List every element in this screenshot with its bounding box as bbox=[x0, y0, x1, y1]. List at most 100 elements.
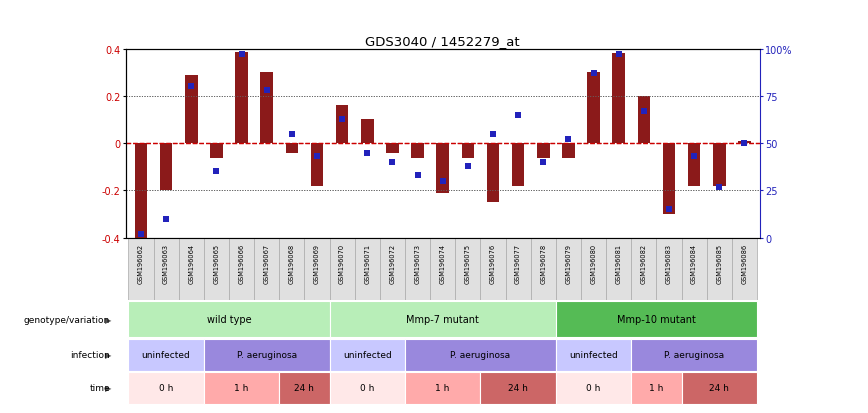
Text: GSM196062: GSM196062 bbox=[138, 243, 144, 283]
Bar bbox=[254, 238, 279, 301]
Text: 1 h: 1 h bbox=[234, 384, 249, 392]
Bar bbox=[537, 144, 549, 159]
Bar bbox=[305, 238, 330, 301]
Bar bbox=[361, 120, 373, 144]
Bar bbox=[631, 372, 681, 404]
Text: GSM196069: GSM196069 bbox=[314, 243, 320, 283]
Text: P. aeruginosa: P. aeruginosa bbox=[450, 350, 510, 359]
Bar bbox=[638, 97, 650, 144]
Bar bbox=[405, 238, 431, 301]
Text: GSM196086: GSM196086 bbox=[741, 243, 747, 283]
Bar bbox=[556, 238, 581, 301]
Text: P. aeruginosa: P. aeruginosa bbox=[664, 350, 724, 359]
Text: 0 h: 0 h bbox=[360, 384, 374, 392]
Bar bbox=[505, 238, 530, 301]
Text: 0 h: 0 h bbox=[587, 384, 601, 392]
Bar bbox=[631, 238, 656, 301]
Bar bbox=[235, 53, 247, 144]
Bar bbox=[713, 144, 726, 186]
Bar bbox=[512, 144, 524, 186]
Bar bbox=[279, 372, 330, 404]
Bar bbox=[330, 301, 556, 337]
Text: ▶: ▶ bbox=[105, 384, 112, 392]
Bar bbox=[480, 372, 556, 404]
Bar bbox=[179, 238, 204, 301]
Text: 24 h: 24 h bbox=[709, 384, 729, 392]
Text: 24 h: 24 h bbox=[294, 384, 314, 392]
Text: uninfected: uninfected bbox=[569, 350, 618, 359]
Bar bbox=[556, 339, 631, 371]
Text: GSM196067: GSM196067 bbox=[264, 243, 270, 283]
Text: GSM196081: GSM196081 bbox=[615, 243, 621, 283]
Bar bbox=[707, 238, 732, 301]
Bar bbox=[588, 73, 600, 144]
Bar bbox=[279, 238, 305, 301]
Bar bbox=[656, 238, 681, 301]
Text: GSM196063: GSM196063 bbox=[163, 243, 169, 283]
Text: GSM196077: GSM196077 bbox=[515, 243, 521, 283]
Text: infection: infection bbox=[70, 350, 110, 359]
Text: GSM196084: GSM196084 bbox=[691, 243, 697, 283]
Bar bbox=[386, 144, 398, 153]
Bar bbox=[380, 238, 405, 301]
Bar bbox=[681, 238, 707, 301]
Text: ▶: ▶ bbox=[105, 315, 112, 324]
Bar bbox=[336, 106, 348, 144]
Bar bbox=[556, 301, 757, 337]
Bar bbox=[128, 372, 204, 404]
Text: GSM196065: GSM196065 bbox=[214, 243, 220, 283]
Text: GSM196079: GSM196079 bbox=[565, 243, 571, 283]
Bar bbox=[662, 144, 675, 214]
Bar bbox=[431, 238, 455, 301]
Bar bbox=[738, 141, 751, 144]
Text: 24 h: 24 h bbox=[508, 384, 528, 392]
Bar bbox=[185, 76, 198, 144]
Bar bbox=[631, 339, 757, 371]
Bar bbox=[480, 238, 505, 301]
Bar bbox=[405, 339, 556, 371]
Text: GSM196070: GSM196070 bbox=[339, 243, 345, 283]
Text: 1 h: 1 h bbox=[436, 384, 450, 392]
Text: genotype/variation: genotype/variation bbox=[23, 315, 110, 324]
Text: GSM196066: GSM196066 bbox=[239, 243, 245, 283]
Bar bbox=[128, 339, 204, 371]
Text: GSM196075: GSM196075 bbox=[465, 243, 470, 283]
Bar bbox=[160, 144, 173, 191]
Bar bbox=[128, 301, 330, 337]
Bar bbox=[286, 144, 298, 153]
Bar bbox=[455, 238, 480, 301]
Bar bbox=[311, 144, 323, 186]
Bar bbox=[210, 144, 223, 159]
Bar bbox=[229, 238, 254, 301]
Bar bbox=[204, 372, 279, 404]
Bar bbox=[687, 144, 700, 186]
Bar bbox=[487, 144, 499, 203]
Text: GSM196085: GSM196085 bbox=[716, 243, 722, 283]
Bar bbox=[330, 372, 405, 404]
Text: uninfected: uninfected bbox=[141, 350, 190, 359]
Bar bbox=[437, 144, 449, 193]
Bar bbox=[462, 144, 474, 159]
Bar bbox=[330, 238, 355, 301]
Bar bbox=[128, 238, 154, 301]
Text: Mmp-7 mutant: Mmp-7 mutant bbox=[406, 314, 479, 324]
Bar bbox=[154, 238, 179, 301]
Text: ▶: ▶ bbox=[105, 350, 112, 359]
Text: GSM196083: GSM196083 bbox=[666, 243, 672, 283]
Text: uninfected: uninfected bbox=[343, 350, 391, 359]
Text: Mmp-10 mutant: Mmp-10 mutant bbox=[617, 314, 696, 324]
Bar bbox=[613, 54, 625, 144]
Text: wild type: wild type bbox=[207, 314, 251, 324]
Text: 0 h: 0 h bbox=[159, 384, 174, 392]
Text: GSM196074: GSM196074 bbox=[440, 243, 445, 283]
Text: GSM196064: GSM196064 bbox=[188, 243, 194, 283]
Text: GSM196080: GSM196080 bbox=[590, 243, 596, 283]
Bar bbox=[562, 144, 575, 159]
Text: GSM196078: GSM196078 bbox=[540, 243, 546, 283]
Bar bbox=[204, 238, 229, 301]
Text: GSM196073: GSM196073 bbox=[415, 243, 420, 283]
Text: GSM196072: GSM196072 bbox=[390, 243, 396, 283]
Text: P. aeruginosa: P. aeruginosa bbox=[237, 350, 297, 359]
Text: GSM196082: GSM196082 bbox=[641, 243, 647, 283]
Bar bbox=[556, 372, 631, 404]
